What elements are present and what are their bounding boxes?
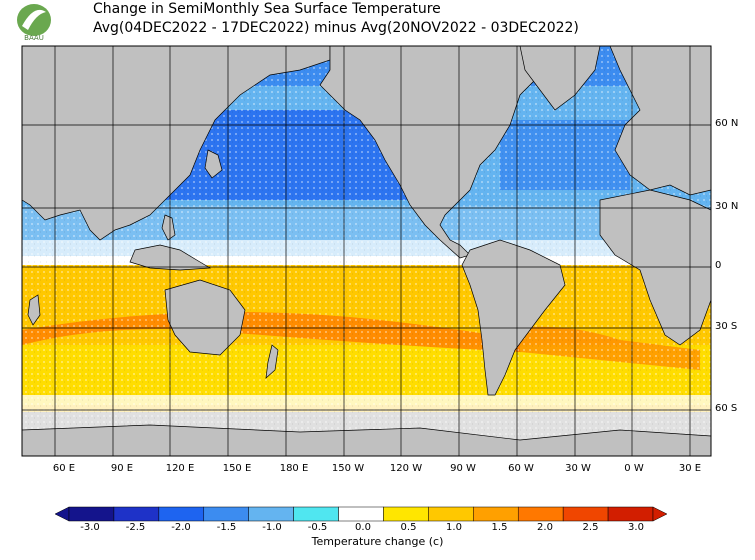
colorbar-title: Temperature change (c) (311, 535, 444, 548)
colorbar-cell (203, 506, 249, 522)
colorbar-tick-label: 0.0 (355, 522, 371, 533)
lat-label-60s: 60 S (715, 403, 738, 414)
colorbar-cell (562, 506, 609, 522)
lon-label-90w: 90 W (450, 463, 476, 474)
lon-label-150w: 150 W (331, 463, 365, 474)
colorbar-tick-label: 3.0 (628, 522, 644, 533)
lon-label-30e: 30 E (678, 463, 702, 474)
japan (204, 149, 223, 179)
agency-logo: BAAU (14, 2, 54, 42)
lon-label-60e: 60 E (52, 463, 76, 474)
colorbar-tick-label: 2.0 (537, 522, 553, 533)
lat-label-0: 0 (715, 260, 722, 271)
landmasses (22, 46, 711, 456)
colorbar-high-arrow (652, 506, 668, 522)
colorbar-cell (428, 506, 474, 522)
lon-label-180e: 180 E (279, 463, 309, 474)
colorbar-cell (248, 506, 294, 522)
lon-label-120w: 120 W (389, 463, 423, 474)
new-zealand (265, 344, 279, 379)
colorbar-tick-label: -2.5 (125, 522, 146, 533)
colorbar-cell (293, 506, 339, 522)
asia-landmass (22, 46, 331, 241)
title-line-1: Change in SemiMonthly Sea Surface Temper… (93, 1, 441, 17)
colorbar-tick-label: 1.5 (491, 522, 508, 533)
colorbar-cell (517, 506, 564, 522)
lon-label-0w: 0 W (624, 463, 644, 474)
lon-label-30w: 30 W (565, 463, 591, 474)
australia (164, 279, 246, 356)
colorbar-cell (338, 506, 384, 522)
colorbar-tick-label: -2.0 (171, 522, 191, 533)
colorbar (54, 506, 668, 522)
lat-label-30n: 30 N (715, 201, 739, 212)
south-america (461, 239, 566, 396)
colorbar-tick-label: -1.5 (216, 522, 237, 533)
lat-label-30s: 30 S (715, 321, 738, 332)
lon-label-150e: 150 E (222, 463, 252, 474)
lat-label-60n: 60 N (715, 118, 739, 129)
colorbar-cell (473, 506, 519, 522)
greenland (519, 46, 601, 111)
graticule (22, 46, 711, 456)
philippines (161, 214, 176, 241)
colorbar-tick-label: -1.0 (262, 522, 282, 533)
chart-title: Change in SemiMonthly Sea Surface Temper… (93, 0, 579, 38)
colorbar-cell (68, 506, 115, 522)
title-line-2: Avg(04DEC2022 - 17DEC2022) minus Avg(20N… (93, 20, 579, 36)
europe (609, 46, 711, 196)
lon-label-90e: 90 E (110, 463, 134, 474)
colorbar-tick-label: 2.5 (582, 522, 599, 533)
colorbar-cell (383, 506, 429, 522)
colorbar-low-arrow (54, 506, 70, 522)
lon-label-120e: 120 E (165, 463, 195, 474)
colorbar-tick-label: 1.0 (446, 522, 462, 533)
svg-text:BAAU: BAAU (24, 34, 44, 42)
colorbar-tick-label: 0.5 (400, 522, 417, 533)
madagascar (27, 294, 41, 326)
colorbar-cell (607, 506, 654, 522)
colorbar-cell (113, 506, 160, 522)
colorbar-tick-label: -3.0 (80, 522, 100, 533)
antarctica (22, 424, 711, 456)
colorbar-tick-label: -0.5 (307, 522, 328, 533)
lon-label-60w: 60 W (508, 463, 534, 474)
colorbar-cell (158, 506, 205, 522)
